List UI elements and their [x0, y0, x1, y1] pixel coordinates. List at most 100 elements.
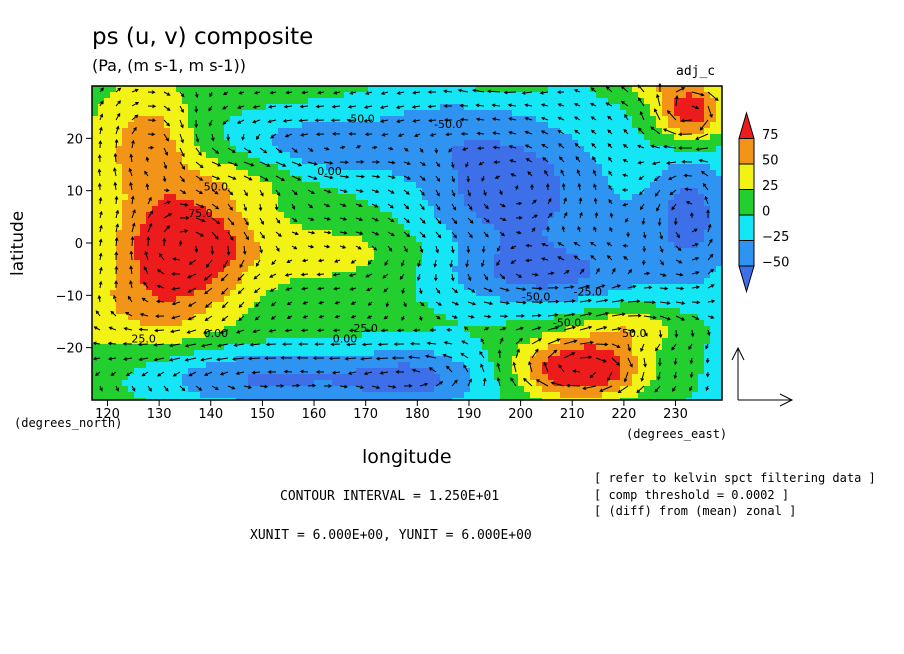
shaded-cell: [260, 302, 266, 308]
shaded-cell: [392, 206, 398, 212]
shaded-cell: [344, 320, 350, 326]
shaded-cell: [332, 218, 338, 224]
shaded-cell: [488, 230, 494, 236]
shaded-cell: [488, 146, 494, 152]
shaded-cell: [416, 236, 422, 242]
shaded-cell: [428, 224, 434, 230]
shaded-cell: [410, 392, 416, 398]
shaded-cell: [590, 176, 596, 182]
shaded-cell: [428, 326, 434, 332]
shaded-cell: [596, 134, 602, 140]
shaded-cell: [314, 350, 320, 356]
shaded-cell: [554, 332, 560, 338]
shaded-cell: [206, 86, 212, 92]
shaded-cell: [626, 380, 632, 386]
shaded-cell: [404, 320, 410, 326]
shaded-cell: [254, 284, 260, 290]
shaded-cell: [248, 146, 254, 152]
shaded-cell: [182, 188, 188, 194]
shaded-cell: [572, 308, 578, 314]
shaded-cell: [368, 158, 374, 164]
shaded-cell: [242, 224, 248, 230]
shaded-cell: [596, 218, 602, 224]
shaded-cell: [374, 110, 380, 116]
shaded-cell: [518, 374, 524, 380]
shaded-cell: [566, 200, 572, 206]
shaded-cell: [284, 194, 290, 200]
shaded-cell: [128, 194, 134, 200]
shaded-cell: [164, 104, 170, 110]
shaded-cell: [332, 170, 338, 176]
shaded-cell: [614, 260, 620, 266]
shaded-cell: [626, 248, 632, 254]
shaded-cell: [446, 212, 452, 218]
shaded-cell: [500, 182, 506, 188]
shaded-cell: [638, 260, 644, 266]
shaded-cell: [590, 332, 596, 338]
shaded-cell: [188, 128, 194, 134]
shaded-cell: [452, 362, 458, 368]
shaded-cell: [116, 122, 122, 128]
shaded-cell: [386, 98, 392, 104]
shaded-cell: [470, 296, 476, 302]
shaded-cell: [452, 116, 458, 122]
shaded-cell: [380, 98, 386, 104]
shaded-cell: [440, 308, 446, 314]
shaded-cell: [638, 254, 644, 260]
shaded-cell: [488, 170, 494, 176]
shaded-cell: [566, 350, 572, 356]
shaded-cell: [530, 266, 536, 272]
shaded-cell: [92, 188, 98, 194]
shaded-cell: [266, 242, 272, 248]
shaded-cell: [128, 344, 134, 350]
shaded-cell: [296, 362, 302, 368]
shaded-cell: [194, 236, 200, 242]
shaded-cell: [560, 344, 566, 350]
shaded-cell: [428, 206, 434, 212]
shaded-cell: [116, 188, 122, 194]
shaded-cell: [452, 224, 458, 230]
shaded-cell: [416, 398, 422, 400]
shaded-cell: [494, 266, 500, 272]
shaded-cell: [410, 224, 416, 230]
shaded-cell: [110, 176, 116, 182]
shaded-cell: [398, 128, 404, 134]
shaded-cell: [188, 344, 194, 350]
shaded-cell: [338, 230, 344, 236]
shaded-cell: [398, 212, 404, 218]
shaded-cell: [536, 230, 542, 236]
shaded-cell: [566, 356, 572, 362]
shaded-cell: [356, 212, 362, 218]
shaded-cell: [494, 188, 500, 194]
shaded-cell: [344, 242, 350, 248]
shaded-cell: [278, 254, 284, 260]
shaded-cell: [128, 146, 134, 152]
shaded-cell: [488, 266, 494, 272]
shaded-cell: [386, 176, 392, 182]
shaded-cell: [146, 92, 152, 98]
shaded-cell: [110, 128, 116, 134]
shaded-cell: [224, 344, 230, 350]
shaded-cell: [332, 200, 338, 206]
shaded-cell: [422, 356, 428, 362]
shaded-cell: [110, 356, 116, 362]
axis-units-right: (degrees_east): [626, 427, 728, 441]
shaded-cell: [578, 260, 584, 266]
shaded-cell: [464, 152, 470, 158]
shaded-cell: [446, 362, 452, 368]
shaded-cell: [110, 92, 116, 98]
shaded-cell: [488, 260, 494, 266]
shaded-cell: [488, 308, 494, 314]
shaded-cell: [350, 356, 356, 362]
shaded-cell: [380, 332, 386, 338]
shaded-cell: [530, 380, 536, 386]
shaded-cell: [302, 188, 308, 194]
shaded-cell: [410, 212, 416, 218]
shaded-cell: [146, 134, 152, 140]
shaded-cell: [608, 338, 614, 344]
shaded-cell: [128, 362, 134, 368]
shaded-cell: [632, 236, 638, 242]
shaded-cell: [458, 368, 464, 374]
shaded-cell: [560, 326, 566, 332]
shaded-cell: [536, 374, 542, 380]
